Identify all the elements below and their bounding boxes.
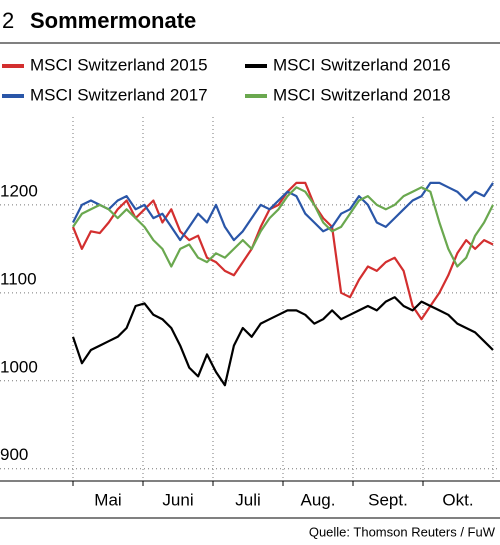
legend-label: MSCI Switzerland 2017	[30, 85, 208, 104]
source: Quelle: Thomson Reuters / FuW	[309, 524, 496, 539]
y-tick-label: 1000	[0, 357, 38, 376]
x-tick-label: Aug.	[301, 490, 336, 509]
legend-label: MSCI Switzerland 2018	[273, 85, 451, 104]
legend-label: MSCI Switzerland 2015	[30, 55, 208, 74]
legend-label: MSCI Switzerland 2016	[273, 55, 451, 74]
x-tick-label: Mai	[94, 490, 121, 509]
chart-number: 2	[2, 8, 14, 33]
y-tick-label: 1100	[0, 269, 37, 288]
series-line	[71, 296, 494, 387]
x-tick-label: Okt.	[442, 490, 473, 509]
series-line	[71, 181, 494, 321]
x-tick-label: Sept.	[368, 490, 408, 509]
series-line	[72, 181, 494, 242]
y-tick-label: 1200	[0, 181, 38, 200]
chart-title: Sommermonate	[30, 8, 196, 33]
x-tick-label: Juli	[235, 490, 261, 509]
y-tick-label: 900	[0, 445, 28, 464]
series-line	[72, 186, 494, 268]
x-tick-label: Juni	[162, 490, 193, 509]
